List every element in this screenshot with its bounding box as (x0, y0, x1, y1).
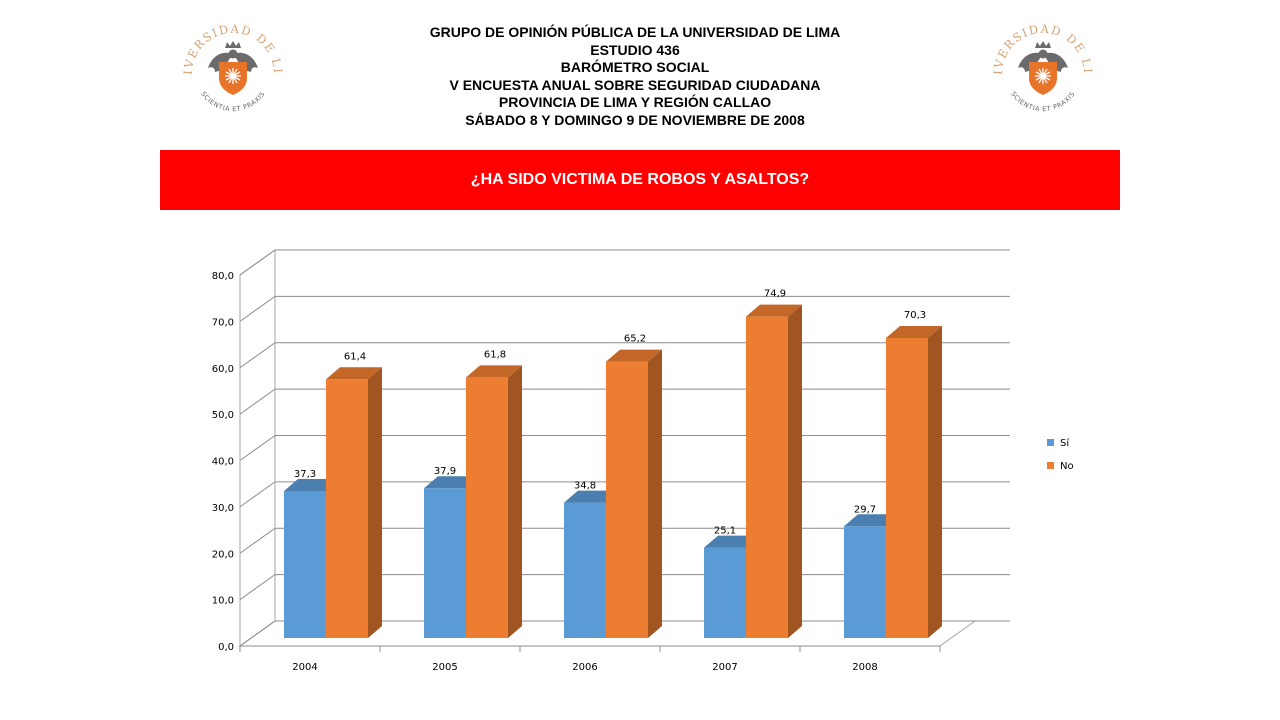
header-line-survey: V ENCUESTA ANUAL SOBRE SEGURIDAD CIUDADA… (449, 76, 821, 93)
legend-label: No (1060, 461, 1074, 472)
bar-side (508, 365, 522, 638)
eagle-head-icon (1038, 49, 1048, 59)
survey-header: GRUPO DE OPINIÓN PÚBLICA DE LA UNIVERSID… (300, 24, 970, 129)
bar (746, 316, 788, 638)
header-line-barometer: BARÓMETRO SOCIAL (560, 59, 710, 75)
data-label: 25,1 (714, 526, 736, 537)
data-label: 70,3 (904, 310, 926, 321)
bar-top (466, 365, 522, 378)
data-label: 61,4 (344, 351, 366, 362)
legend-label: Sí (1060, 437, 1070, 449)
x-tick-label: 2008 (852, 662, 877, 673)
header-line-date: SÁBADO 8 Y DOMINGO 9 DE NOVIEMBRE DE 200… (465, 111, 805, 128)
bar-top (606, 349, 662, 362)
y-tick-label: 70,0 (212, 317, 234, 328)
x-tick-label: 2005 (432, 662, 457, 673)
university-logo-right: UNIVERSIDAD DE LIMASCIENTIA ET PRAXIS (988, 12, 1093, 113)
sun-icon (225, 68, 241, 84)
crown-icon (225, 41, 241, 48)
bar (704, 547, 746, 638)
question-title: ¿HA SIDO VICTIMA DE ROBOS Y ASALTOS? (470, 171, 810, 188)
bar (466, 377, 508, 638)
y-tick-label: 0,0 (218, 642, 234, 653)
eagle-head-icon (228, 49, 238, 59)
data-label: 29,7 (854, 504, 876, 515)
header-line-org: GRUPO DE OPINIÓN PÚBLICA DE LA UNIVERSID… (429, 24, 841, 40)
header-line-region: PROVINCIA DE LIMA Y REGIÓN CALLAO (498, 94, 772, 110)
x-tick-label: 2007 (712, 662, 737, 673)
data-label: 34,8 (574, 481, 596, 492)
y-tick-label: 20,0 (212, 549, 234, 560)
bar-top (326, 367, 382, 380)
bar-top (886, 325, 942, 338)
data-label: 74,9 (764, 289, 786, 300)
university-logo-left: UNIVERSIDAD DE LIMASCIENTIA ET PRAXIS (178, 12, 283, 113)
bar-side (648, 349, 662, 638)
sun-icon (1035, 68, 1051, 84)
bar (606, 361, 648, 638)
bar-top (746, 304, 802, 317)
x-tick-label: 2004 (292, 662, 317, 673)
legend-swatch (1047, 462, 1054, 469)
y-tick-label: 80,0 (212, 271, 234, 282)
bar-side (928, 325, 942, 638)
bar-side (368, 367, 382, 638)
x-tick-label: 2006 (572, 662, 597, 673)
gridline (239, 249, 1010, 276)
data-label: 61,8 (484, 349, 506, 360)
legend-swatch (1047, 439, 1054, 446)
gridline (239, 295, 1010, 322)
bar (886, 337, 928, 638)
bar (844, 526, 886, 638)
y-tick-label: 50,0 (212, 410, 234, 421)
y-tick-label: 30,0 (212, 503, 234, 514)
bar (326, 379, 368, 638)
data-label: 37,3 (294, 469, 316, 480)
y-tick-label: 40,0 (212, 457, 234, 468)
y-tick-label: 60,0 (212, 364, 234, 375)
crown-icon (1035, 41, 1051, 48)
bar-side (788, 304, 802, 638)
question-banner: ¿HA SIDO VICTIMA DE ROBOS Y ASALTOS? (160, 150, 1120, 210)
bar (424, 488, 466, 638)
data-label: 37,9 (434, 466, 456, 477)
header-line-study: ESTUDIO 436 (590, 41, 680, 58)
y-tick-label: 10,0 (212, 596, 234, 607)
bar (284, 491, 326, 638)
data-label: 65,2 (624, 334, 646, 345)
bar (564, 502, 606, 638)
